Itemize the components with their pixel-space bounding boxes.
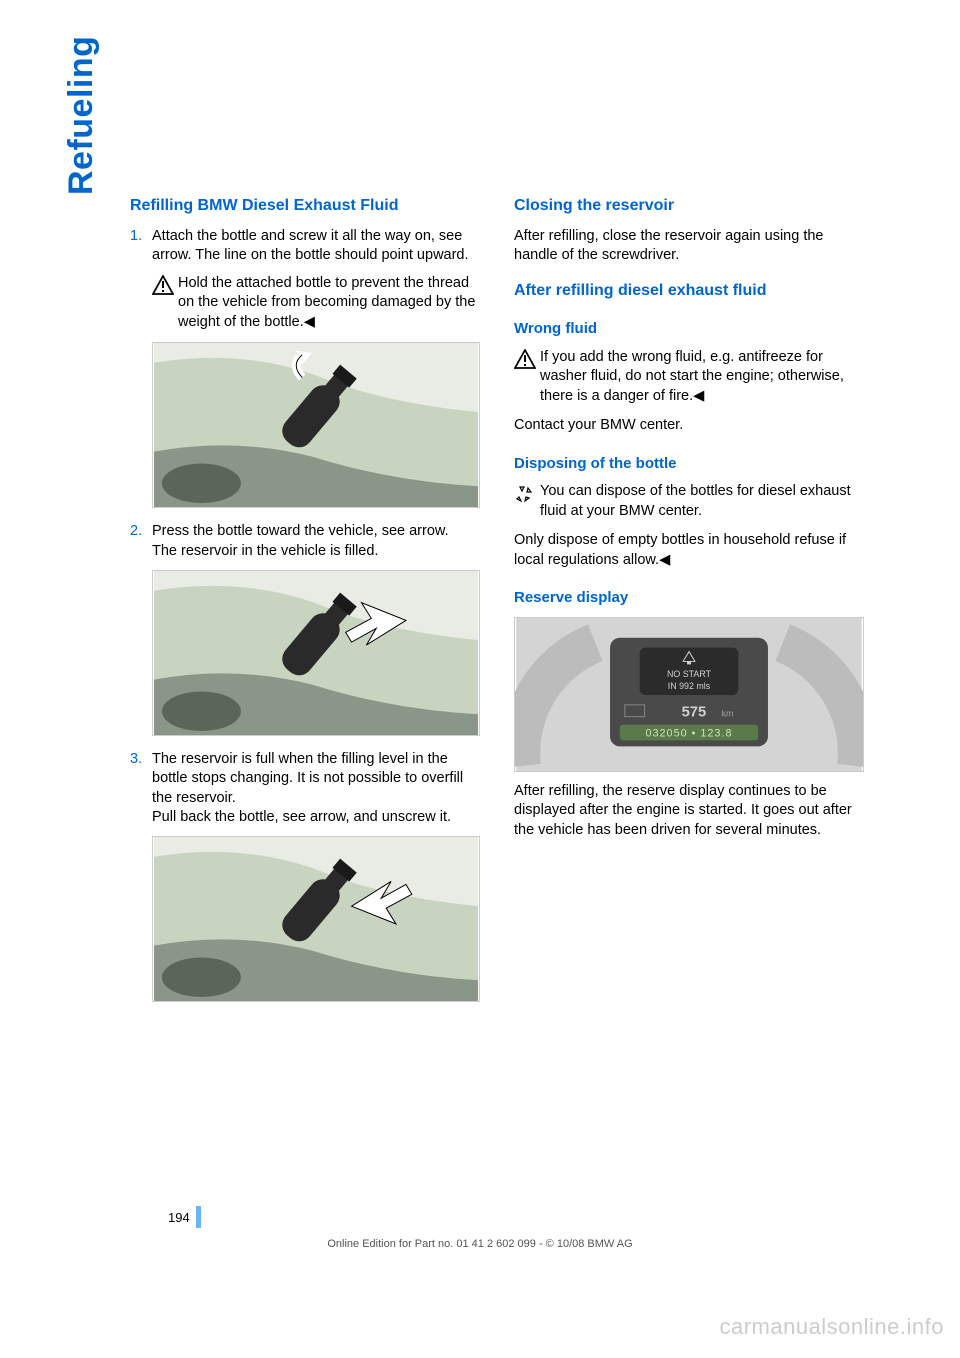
dash-range: IN 992 mls <box>668 681 711 691</box>
step-1: 1. Attach the bottle and screw it all th… <box>130 227 480 266</box>
step-3-number: 3. <box>130 750 152 828</box>
heading-refilling: Refilling BMW Diesel Exhaust Fluid <box>130 195 480 217</box>
warning-hold-bottle-text: Hold the attached bottle to prevent the … <box>178 274 480 333</box>
figure-press-bottle <box>152 570 480 736</box>
reserve-display-text: After refilling, the reserve display con… <box>514 782 864 841</box>
dash-km: 575 <box>682 704 707 720</box>
warning-wrong-fluid-text: If you add the wrong fluid, e.g. antifre… <box>540 348 864 407</box>
recycle-icon <box>514 482 540 521</box>
info-dispose: You can dispose of the bottles for diese… <box>514 482 864 521</box>
figure-pull-back-bottle <box>152 836 480 1002</box>
step-3-text-b: Pull back the bottle, see arrow, and uns… <box>152 808 480 828</box>
step-2-text-a: Press the bottle toward the vehicle, see… <box>152 522 480 542</box>
figure-attach-bottle <box>152 342 480 508</box>
warning-wrong-fluid: If you add the wrong fluid, e.g. antifre… <box>514 348 864 407</box>
step-3: 3. The reservoir is full when the fillin… <box>130 750 480 828</box>
footer-edition-line: Online Edition for Part no. 01 41 2 602 … <box>0 1238 960 1250</box>
heading-reserve: Reserve display <box>514 588 864 608</box>
page-number-bar <box>196 1206 201 1228</box>
page-number-block: 194 <box>168 1206 201 1228</box>
step-2: 2. Press the bottle toward the vehicle, … <box>130 522 480 561</box>
left-column: Refilling BMW Diesel Exhaust Fluid 1. At… <box>130 195 480 1016</box>
dispose-regulations: Only dispose of empty bottles in househo… <box>514 531 864 570</box>
section-side-tab: Refueling <box>62 36 101 195</box>
step-2-text-b: The reservoir in the vehicle is filled. <box>152 542 480 562</box>
info-dispose-text: You can dispose of the bottles for diese… <box>540 482 864 521</box>
dash-no-start: NO START <box>667 669 712 679</box>
right-column: Closing the reservoir After refilling, c… <box>514 195 864 1016</box>
heading-after-refill: After refilling diesel exhaust fluid <box>514 280 864 302</box>
warning-hold-bottle: Hold the attached bottle to prevent the … <box>152 274 480 333</box>
wrong-fluid-contact: Contact your BMW center. <box>514 416 864 436</box>
step-2-number: 2. <box>130 522 152 561</box>
heading-closing: Closing the reservoir <box>514 195 864 217</box>
step-1-number: 1. <box>130 227 152 266</box>
figure-reserve-display: NO START IN 992 mls 575 km 032050 • 123.… <box>514 617 864 772</box>
dash-odo: 032050 • 123.8 <box>646 727 733 739</box>
step-3-text-a: The reservoir is full when the filling l… <box>152 750 480 809</box>
warning-icon <box>152 274 178 333</box>
page-number: 194 <box>168 1210 190 1225</box>
watermark: carmanualsonline.info <box>719 1314 944 1340</box>
closing-text: After refilling, close the reservoir aga… <box>514 227 864 266</box>
heading-dispose: Disposing of the bottle <box>514 454 864 474</box>
heading-wrong-fluid: Wrong fluid <box>514 319 864 339</box>
step-1-text: Attach the bottle and screw it all the w… <box>152 227 480 266</box>
dash-km-unit: km <box>722 708 734 718</box>
warning-icon <box>514 348 540 407</box>
